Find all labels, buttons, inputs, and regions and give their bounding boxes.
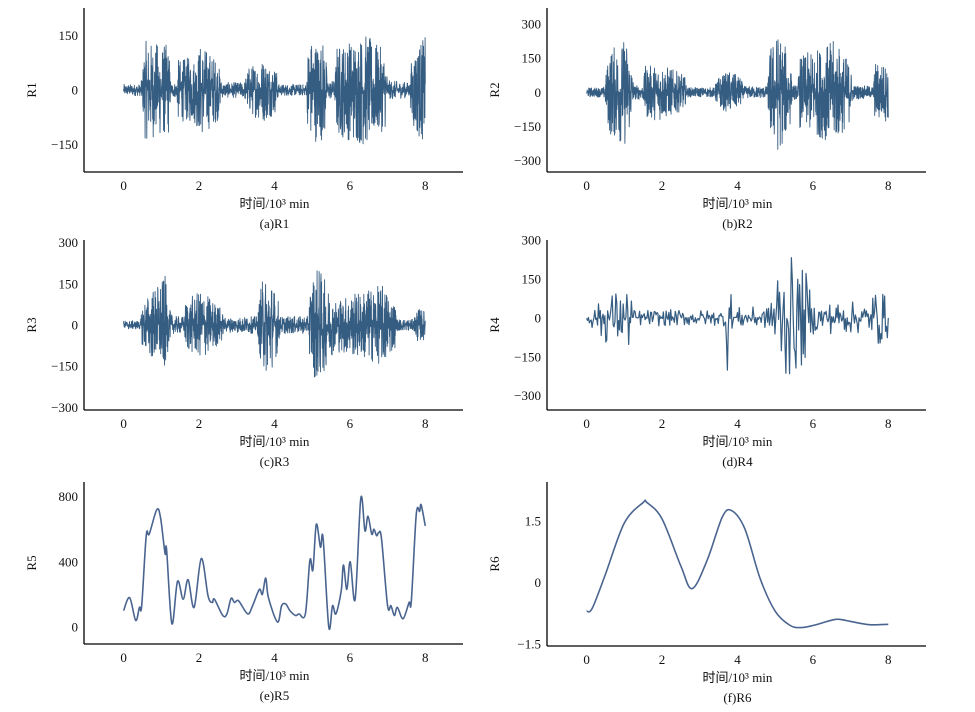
y-tick-label: 400: [59, 554, 79, 569]
x-tick-label: 8: [422, 178, 429, 193]
y-tick-label: −150: [51, 137, 78, 152]
y-tick-label: 0: [72, 619, 79, 634]
y-tick-label: −300: [514, 153, 541, 168]
subplot-caption: (d)R4: [722, 454, 753, 469]
x-axis-label: 时间/10³ min: [239, 668, 309, 683]
y-tick-label: 150: [522, 271, 542, 286]
x-tick-label: 2: [659, 416, 666, 431]
x-tick-label: 2: [659, 178, 666, 193]
x-axis-label: 时间/10³ min: [702, 196, 772, 211]
subplot-R2: 0 2 4 6 8 −300 −150 0 150 300 时间/10³ min (b)R2 R2: [487, 8, 926, 231]
y-tick-label: −300: [514, 388, 541, 403]
series-line-R3: [123, 270, 426, 378]
y-tick-label: 150: [522, 51, 542, 66]
y-axis-label: R4: [487, 317, 502, 333]
subplot-caption: (e)R5: [260, 688, 290, 703]
series-line-R6: [586, 499, 889, 629]
subplot-R4: 0 2 4 6 8 −300 −150 0 150 300 时间/10³ min (d)R4 R4: [487, 233, 926, 469]
x-tick-label: 4: [734, 416, 741, 431]
x-tick-label: 6: [810, 178, 817, 193]
y-tick-label: 1.5: [525, 513, 541, 528]
x-tick-label: 4: [734, 178, 741, 193]
x-tick-label: 6: [347, 178, 354, 193]
y-tick-label: −150: [51, 359, 78, 374]
x-axis-label: 时间/10³ min: [702, 434, 772, 449]
x-axis-label: 时间/10³ min: [239, 196, 309, 211]
x-tick-label: 2: [196, 650, 203, 665]
subplot-R6: 0 2 4 6 8 −1.5 0 1.5 时间/10³ min (f)R6 R6: [487, 482, 926, 705]
x-tick-label: 4: [734, 652, 741, 667]
subplot-R3: 0 2 4 6 8 −300 −150 0 150 300 时间/10³ min (c)R3 R3: [24, 235, 463, 469]
y-tick-label: 0: [535, 575, 542, 590]
y-axis-label: R1: [24, 82, 39, 97]
y-tick-label: 150: [59, 28, 79, 43]
x-tick-label: 0: [583, 416, 590, 431]
x-tick-label: 4: [271, 650, 278, 665]
y-tick-label: −1.5: [517, 636, 541, 651]
x-tick-label: 8: [422, 416, 429, 431]
series-line-R2: [586, 39, 889, 150]
y-tick-label: 0: [72, 83, 79, 98]
series-line-R1: [123, 36, 426, 145]
x-tick-label: 4: [271, 416, 278, 431]
x-tick-label: 6: [347, 416, 354, 431]
y-tick-label: 0: [535, 310, 542, 325]
subplot-R1: 0 2 4 6 8 −150 0 150 时间/10³ min (a)R1 R1: [24, 8, 463, 231]
subplot-caption: (a)R1: [260, 216, 290, 231]
x-tick-label: 8: [885, 416, 892, 431]
x-tick-label: 8: [885, 178, 892, 193]
x-tick-label: 6: [810, 416, 817, 431]
x-tick-label: 6: [347, 650, 354, 665]
subplot-R5: 0 2 4 6 8 0 400 800 时间/10³ min (e)R5 R5: [24, 482, 463, 703]
x-tick-label: 2: [196, 178, 203, 193]
x-axis-label: 时间/10³ min: [239, 434, 309, 449]
x-tick-label: 2: [659, 652, 666, 667]
x-tick-label: 0: [120, 178, 127, 193]
y-tick-label: 0: [72, 318, 79, 333]
x-tick-label: 0: [120, 650, 127, 665]
subplot-caption: (b)R2: [722, 216, 752, 231]
y-tick-label: 150: [59, 276, 79, 291]
y-axis-label: R5: [24, 555, 39, 570]
y-axis-label: R2: [487, 82, 502, 97]
x-tick-label: 2: [196, 416, 203, 431]
subplot-caption: (f)R6: [723, 690, 752, 705]
y-axis-label: R6: [487, 556, 502, 572]
x-tick-label: 8: [422, 650, 429, 665]
y-tick-label: −150: [514, 349, 541, 364]
y-tick-label: −300: [51, 400, 78, 415]
series-line-R5: [122, 495, 427, 631]
x-tick-label: 0: [120, 416, 127, 431]
y-tick-label: 300: [522, 16, 542, 31]
subplot-caption: (c)R3: [260, 454, 290, 469]
y-tick-label: 800: [59, 489, 79, 504]
x-tick-label: 0: [583, 652, 590, 667]
y-tick-label: −150: [514, 119, 541, 134]
x-tick-label: 8: [885, 652, 892, 667]
y-tick-label: 300: [522, 233, 542, 248]
x-tick-label: 4: [271, 178, 278, 193]
y-tick-label: 300: [59, 235, 79, 250]
y-tick-label: 0: [535, 85, 542, 100]
x-tick-label: 0: [583, 178, 590, 193]
x-tick-label: 6: [810, 652, 817, 667]
series-line-R4: [586, 257, 889, 375]
x-axis-label: 时间/10³ min: [702, 670, 772, 685]
y-axis-label: R3: [24, 317, 39, 332]
